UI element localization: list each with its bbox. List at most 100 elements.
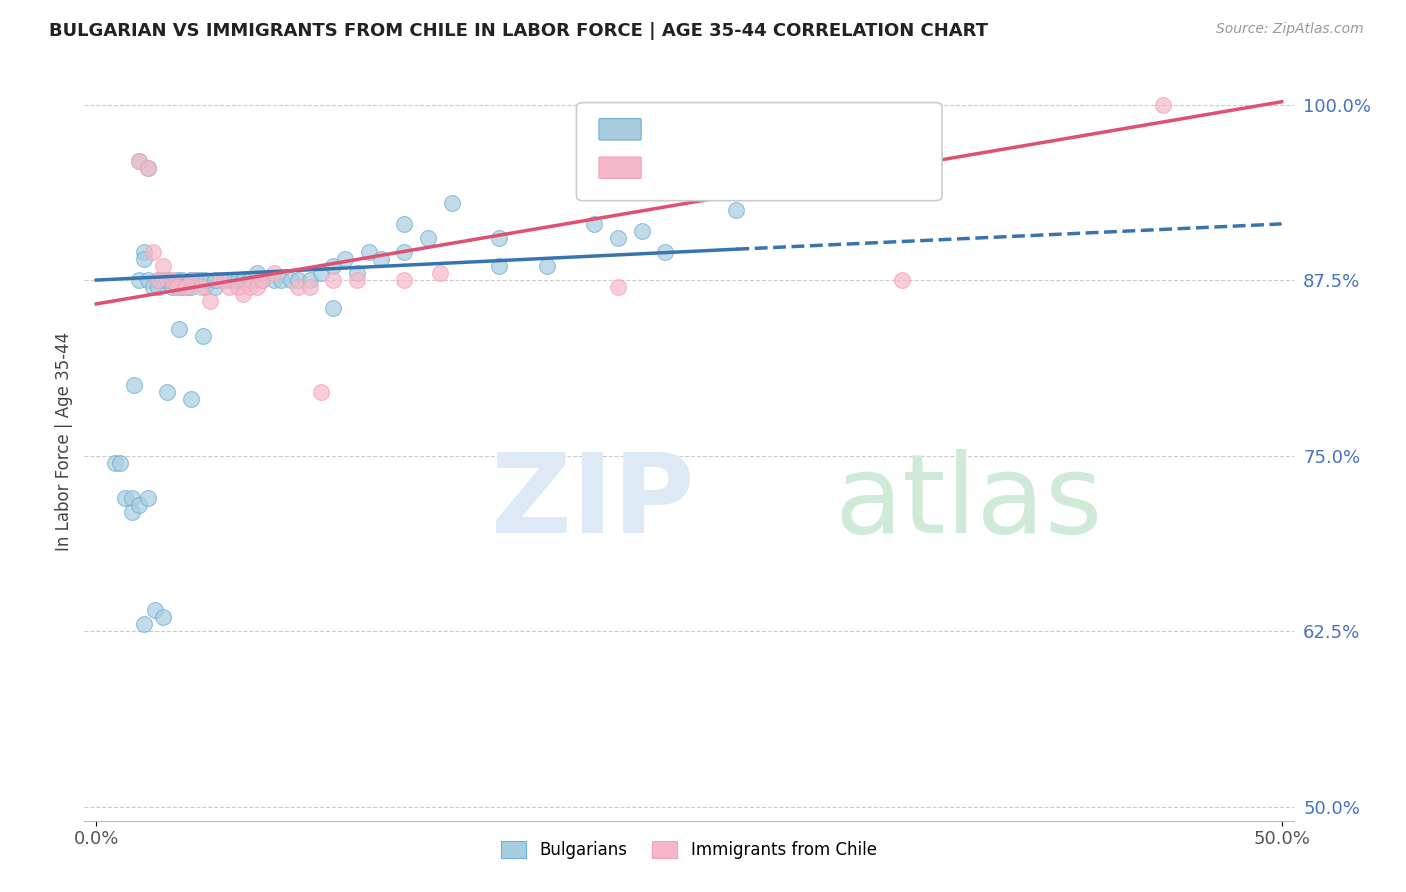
Point	[198, 294, 221, 309]
Point	[146, 280, 169, 294]
Point	[311, 266, 333, 280]
Point	[250, 273, 273, 287]
Point	[114, 491, 136, 505]
Point	[488, 259, 510, 273]
Point	[138, 161, 160, 175]
Point	[280, 273, 302, 287]
Point	[246, 280, 269, 294]
Point	[287, 273, 309, 287]
Legend: Bulgarians, Immigrants from Chile: Bulgarians, Immigrants from Chile	[495, 834, 883, 865]
Point	[156, 273, 179, 287]
Text: R =: R =	[651, 159, 688, 177]
Text: 74: 74	[772, 120, 793, 138]
Text: N =: N =	[741, 159, 778, 177]
Point	[180, 392, 202, 407]
Point	[146, 273, 169, 287]
Point	[239, 273, 262, 287]
Text: 29: 29	[772, 159, 793, 177]
Point	[122, 378, 145, 392]
Point	[128, 153, 150, 168]
Point	[536, 259, 558, 273]
Point	[108, 456, 131, 470]
Point	[138, 161, 160, 175]
Point	[606, 280, 628, 294]
Point	[630, 224, 652, 238]
Point	[654, 244, 676, 259]
Point	[184, 273, 207, 287]
Point	[228, 280, 250, 294]
Point	[180, 280, 202, 294]
Text: atlas: atlas	[834, 449, 1102, 556]
Point	[152, 259, 174, 273]
Point	[166, 280, 188, 294]
Point	[440, 195, 463, 210]
Point	[121, 505, 143, 519]
Point	[394, 244, 416, 259]
Point	[152, 610, 174, 624]
Point	[160, 280, 183, 294]
Point	[128, 153, 150, 168]
Text: R =: R =	[651, 120, 688, 138]
Point	[142, 280, 165, 294]
Point	[263, 266, 285, 280]
Point	[346, 266, 368, 280]
Point	[263, 273, 285, 287]
Point	[246, 266, 269, 280]
Point	[429, 266, 451, 280]
Point	[121, 491, 143, 505]
Point	[322, 259, 344, 273]
Point	[146, 273, 169, 287]
Text: Source: ZipAtlas.com: Source: ZipAtlas.com	[1216, 22, 1364, 37]
Point	[891, 273, 914, 287]
Point	[152, 273, 174, 287]
Point	[394, 217, 416, 231]
Point	[128, 273, 150, 287]
Point	[194, 280, 217, 294]
Text: N =: N =	[741, 120, 778, 138]
Point	[250, 273, 273, 287]
Y-axis label: In Labor Force | Age 35-44: In Labor Force | Age 35-44	[55, 332, 73, 551]
Point	[488, 231, 510, 245]
Point	[228, 273, 250, 287]
Point	[322, 301, 344, 315]
Text: 0.446: 0.446	[682, 159, 730, 177]
Point	[166, 280, 188, 294]
Point	[160, 273, 183, 287]
Point	[218, 280, 240, 294]
Point	[156, 385, 179, 400]
Point	[194, 273, 217, 287]
Point	[132, 617, 155, 632]
Point	[583, 217, 606, 231]
Point	[176, 280, 198, 294]
Point	[232, 273, 254, 287]
Point	[212, 273, 235, 287]
Point	[311, 385, 333, 400]
Point	[176, 280, 198, 294]
Point	[218, 273, 240, 287]
Point	[156, 273, 179, 287]
Point	[333, 252, 356, 266]
Point	[222, 273, 245, 287]
Point	[370, 252, 392, 266]
Point	[180, 273, 202, 287]
Point	[204, 280, 226, 294]
Point	[166, 273, 188, 287]
Point	[190, 273, 212, 287]
Point	[322, 273, 344, 287]
Point	[232, 287, 254, 301]
Point	[204, 273, 226, 287]
Point	[239, 280, 262, 294]
Point	[394, 273, 416, 287]
Point	[138, 273, 160, 287]
Text: ZIP: ZIP	[491, 449, 695, 556]
Point	[190, 280, 212, 294]
Point	[270, 273, 292, 287]
Point	[606, 231, 628, 245]
Point	[298, 273, 321, 287]
Text: BULGARIAN VS IMMIGRANTS FROM CHILE IN LABOR FORCE | AGE 35-44 CORRELATION CHART: BULGARIAN VS IMMIGRANTS FROM CHILE IN LA…	[49, 22, 988, 40]
Point	[170, 273, 193, 287]
Point	[132, 244, 155, 259]
Point	[132, 252, 155, 266]
Point	[128, 498, 150, 512]
Point	[191, 329, 214, 343]
